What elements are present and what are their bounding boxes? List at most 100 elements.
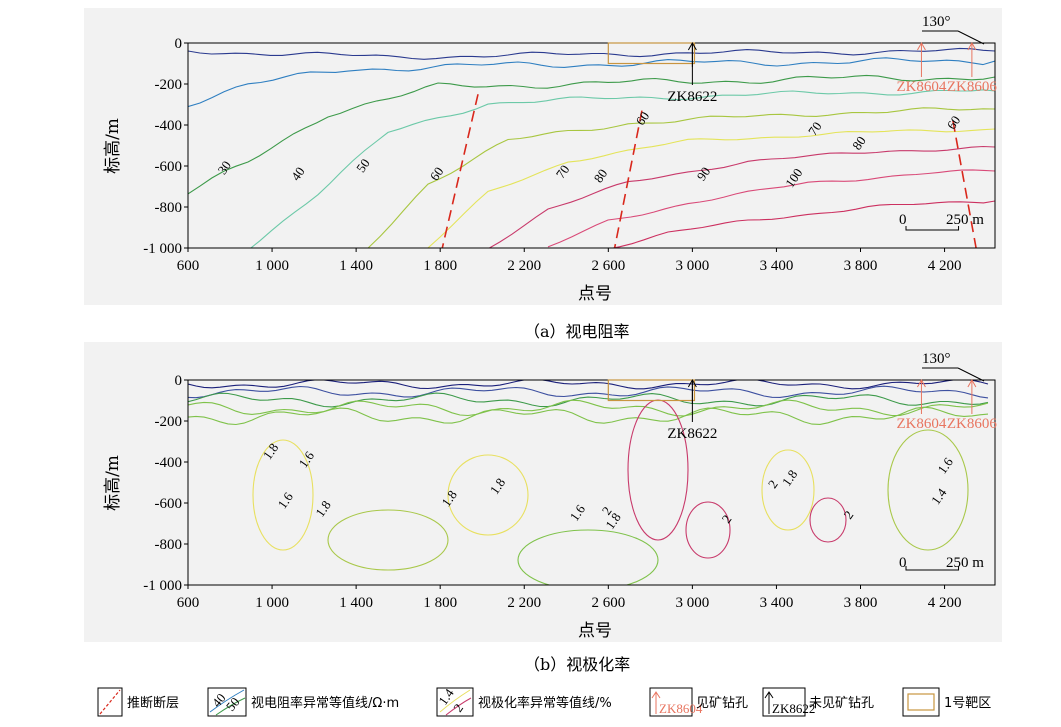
drill-hole-label: ZK8622	[667, 426, 717, 442]
fault-line	[952, 120, 977, 248]
caption-a: （a）视电阻率	[524, 322, 630, 341]
contour-loop	[809, 497, 847, 543]
contour-line	[488, 145, 995, 248]
x-tick-label: 2 200	[507, 258, 541, 274]
y-tick-label: -200	[155, 77, 183, 93]
x-tick-label: 1 800	[423, 595, 457, 611]
y-tick-label: -1 000	[143, 241, 182, 257]
drill-hole-label: ZK8604	[896, 416, 946, 432]
scale-length-b: 250 m	[946, 555, 984, 571]
panel-b: 600 1 000 1 400 1 800 2 200 2 600 3 000 3 400 3 …	[103, 351, 997, 674]
legend-target-label: 1号靶区	[944, 696, 991, 711]
x-tick-label: 3 800	[844, 595, 878, 611]
plot-frame-a	[187, 42, 996, 249]
fault-line	[613, 110, 643, 248]
contour-loop	[252, 439, 314, 551]
north-arrow-a: 130°	[922, 14, 985, 45]
y-tick-label: -400	[155, 455, 183, 471]
x-tick-label: 2 200	[507, 595, 541, 611]
x-tick-label: 1 000	[255, 595, 289, 611]
north-arrow-b: 130°	[922, 351, 985, 382]
y-tick-label: -600	[155, 159, 183, 175]
x-tick-label: 3 400	[760, 595, 794, 611]
drill-hole-label: ZK8604	[896, 79, 946, 95]
legend-fault: 推断断层	[97, 687, 179, 717]
y-tick-label: -1 000	[143, 578, 182, 594]
legend-barren-hole: ZK8622 未见矿钻孔	[762, 687, 874, 717]
panel-b-background	[84, 342, 1002, 642]
x-axis-label-a: 点号	[578, 284, 612, 304]
y-tick-label: 0	[175, 373, 183, 389]
target-zone	[607, 379, 696, 402]
contour-loop	[327, 509, 449, 571]
x-tick-label: 3 800	[844, 258, 878, 274]
legend-barren-hole-sym: ZK8622	[772, 701, 815, 716]
legend: 推断断层 40 50 视电阻率异常等值线/Ω·m 1.4 2 视极化率异常等值线…	[97, 685, 991, 717]
y-tick-label: -800	[155, 200, 183, 216]
drill-holes-a: ZK8622 ZK8604 ZK8606	[607, 41, 997, 105]
legend-ore-hole-label: 见矿钻孔	[696, 696, 748, 711]
x-tick-label: 1 400	[339, 258, 373, 274]
contour-line	[610, 200, 995, 248]
contour-line	[188, 380, 989, 390]
x-tick-label: 1 000	[255, 258, 289, 274]
contour-line	[188, 57, 995, 108]
plot-frame-b	[187, 379, 996, 586]
contour-labels-b: 1.8 1.61.6 1.8 1.81.81.6 21.8 221.821.61.4	[260, 440, 956, 532]
drill-hole-label: ZK8622	[667, 89, 717, 105]
contour-line	[188, 74, 995, 195]
direction-label-b: 130°	[922, 351, 951, 367]
axis-ticks-a: 600 1 000 1 400 1 800 2 200 2 600 3 000 3 400 3 …	[143, 36, 961, 274]
caption-b: （b）视极化率	[524, 655, 630, 674]
x-tick-label: 2 600	[591, 258, 625, 274]
legend-target: 1号靶区	[902, 687, 991, 717]
panel-a-background	[84, 8, 1002, 305]
x-tick-label: 1 800	[423, 258, 457, 274]
legend-ore-hole-sym: ZK8604	[659, 701, 703, 716]
y-axis-label-a: 标高/m	[103, 118, 123, 174]
scale-bar-b: 0 250 m	[899, 555, 984, 571]
contour-loop	[517, 529, 659, 585]
x-tick-label: 1 400	[339, 595, 373, 611]
y-tick-label: -400	[155, 118, 183, 134]
legend-resistivity: 40 50 视电阻率异常等值线/Ω·m	[207, 687, 399, 717]
axis-ticks-b: 600 1 000 1 400 1 800 2 200 2 600 3 000 3 400 3 …	[143, 373, 961, 611]
panel-a: 600 1 000 1 400 1 800 2 200 2 600 3 000 3 400 3 …	[103, 14, 997, 341]
legend-ore-hole: ZK8604 见矿钻孔	[649, 687, 748, 717]
direction-label-a: 130°	[922, 14, 951, 30]
legend-resistivity-label: 视电阻率异常等值线/Ω·m	[251, 695, 399, 711]
y-tick-label: -800	[155, 537, 183, 553]
contour-loop	[761, 449, 815, 531]
scale-zero-b: 0	[899, 555, 907, 571]
x-tick-label: 600	[177, 595, 200, 611]
inferred-faults	[441, 94, 977, 248]
drill-hole-label: ZK8606	[947, 416, 997, 432]
x-tick-label: 3 000	[676, 258, 710, 274]
legend-polarization-label: 视极化率异常等值线/%	[478, 695, 612, 711]
legend-fault-label: 推断断层	[127, 696, 179, 711]
scale-zero-a: 0	[899, 212, 907, 228]
legend-barren-hole-label: 未见矿钻孔	[809, 696, 874, 711]
contour-line	[188, 392, 989, 408]
contour-line	[367, 107, 995, 248]
x-tick-label: 2 600	[591, 595, 625, 611]
drill-hole-label: ZK8606	[947, 79, 997, 95]
contour-line	[188, 406, 989, 426]
polarization-contours	[188, 380, 989, 585]
scale-bar-a: 0 250 m	[899, 212, 984, 231]
contour-loop	[887, 429, 969, 551]
y-tick-label: -200	[155, 414, 183, 430]
contour-line	[427, 128, 995, 248]
contour-line	[188, 47, 995, 60]
contour-loop	[685, 501, 731, 559]
contour-loop	[447, 454, 529, 536]
x-tick-label: 600	[177, 258, 200, 274]
y-tick-label: 0	[175, 36, 183, 52]
fault-line	[441, 94, 479, 248]
x-tick-label: 4 200	[928, 595, 962, 611]
x-axis-label-b: 点号	[578, 621, 612, 641]
x-tick-label: 4 200	[928, 258, 962, 274]
x-tick-label: 3 000	[676, 595, 710, 611]
contour-line	[249, 89, 995, 248]
